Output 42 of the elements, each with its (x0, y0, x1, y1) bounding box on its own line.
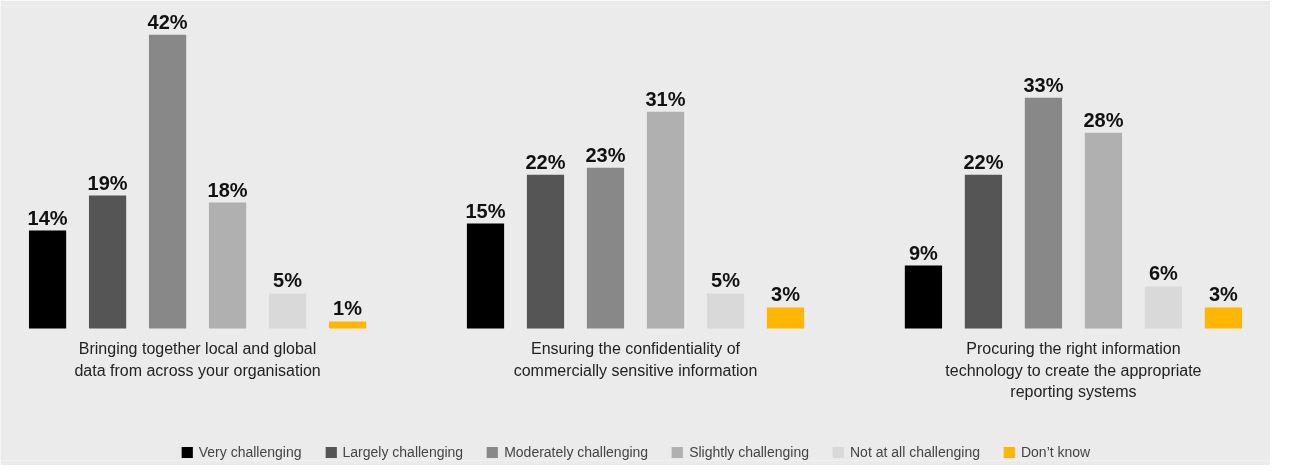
data-label: 31% (645, 87, 686, 110)
data-label: 28% (1083, 108, 1124, 131)
legend-label: Moderately challenging (504, 444, 649, 460)
data-label: 19% (87, 171, 128, 194)
bar (328, 321, 367, 329)
legend-label: Largely challenging (342, 444, 464, 460)
bar (1084, 132, 1123, 329)
bar (526, 174, 565, 329)
bar (466, 223, 505, 329)
data-label: 33% (1023, 73, 1064, 96)
legend-label: Very challenging (198, 444, 302, 460)
bar (1204, 307, 1243, 329)
data-label: 14% (27, 206, 68, 229)
data-label: 22% (525, 150, 566, 173)
data-label: 23% (585, 143, 626, 166)
x-tick-label: Bringing together local and global data from across your organisation (74, 340, 321, 379)
bar (88, 195, 127, 329)
bar (148, 34, 187, 329)
legend-label: Not at all challenging (849, 444, 980, 460)
data-label: 3% (771, 283, 801, 306)
data-label: 9% (908, 241, 939, 264)
data-label: 6% (1148, 262, 1179, 285)
legend-label: Don’t know (1020, 444, 1091, 460)
bar (904, 265, 943, 329)
data-label: 18% (207, 178, 248, 201)
bar (28, 230, 67, 329)
bar (208, 202, 247, 329)
data-label: 15% (465, 199, 506, 222)
data-label: 5% (711, 269, 741, 292)
bar (1024, 97, 1063, 329)
data-label: 1% (333, 297, 363, 320)
bar (964, 174, 1003, 329)
legend-label: Slightly challenging (689, 444, 809, 460)
bar (766, 307, 805, 329)
data-label: 5% (273, 269, 303, 292)
bar (586, 167, 625, 329)
data-label: 3% (1208, 283, 1239, 306)
x-tick-label: Procuring the right information technology to create the appropriate reporting systems (945, 340, 1202, 400)
bar (646, 111, 685, 329)
x-tick-label: Ensuring the confidentiality of commercially sensitive information (513, 340, 758, 379)
data-label: 42% (147, 10, 188, 33)
data-label: 22% (963, 150, 1004, 173)
